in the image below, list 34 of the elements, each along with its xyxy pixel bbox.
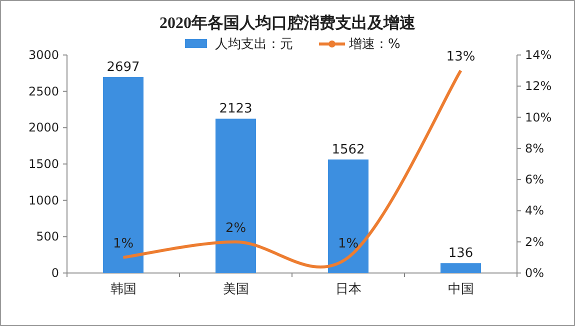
y-tick-label: 1500 [28,157,59,171]
x-tick-label: 日本 [335,282,362,297]
y2-tick-label: 4% [525,204,544,218]
bar [216,118,256,273]
y-tick-label: 0 [51,266,59,280]
y-tick-label: 3000 [28,48,59,62]
y2-tick-label: 12% [525,79,552,94]
y2-tick-label: 8% [525,141,544,156]
legend-label: 人均支出：元 [215,37,293,52]
data-label: 1% [338,236,359,252]
y2-tick-label: 6% [525,172,544,187]
y2-tick-label: 14% [525,48,552,62]
x-tick-label: 美国 [222,281,249,297]
x-tick-label: 韩国 [110,282,136,297]
y-tick-label: 500 [36,230,59,244]
data-label: 136 [448,246,474,262]
y-tick-label: 2000 [28,120,59,135]
y2-tick-label: 2% [525,234,544,249]
legend-label: 增速：% [348,37,400,52]
data-label: 2123 [219,102,252,117]
bar [328,159,368,273]
bar [103,77,144,273]
data-label: 2% [225,220,246,236]
y2-tick-label: 0% [525,266,544,280]
chart-title: 2020年各国人均口腔消费支出及增速 [160,14,416,32]
y-tick-label: 1000 [28,193,59,208]
y2-tick-label: 10% [525,110,552,124]
data-label: 2697 [106,60,140,76]
data-label: 13% [446,50,476,65]
data-label: 1% [112,236,134,252]
y-tick-label: 2500 [28,84,59,98]
bar [440,263,481,273]
x-tick-label: 中国 [448,282,474,297]
data-label: 1562 [332,142,365,158]
